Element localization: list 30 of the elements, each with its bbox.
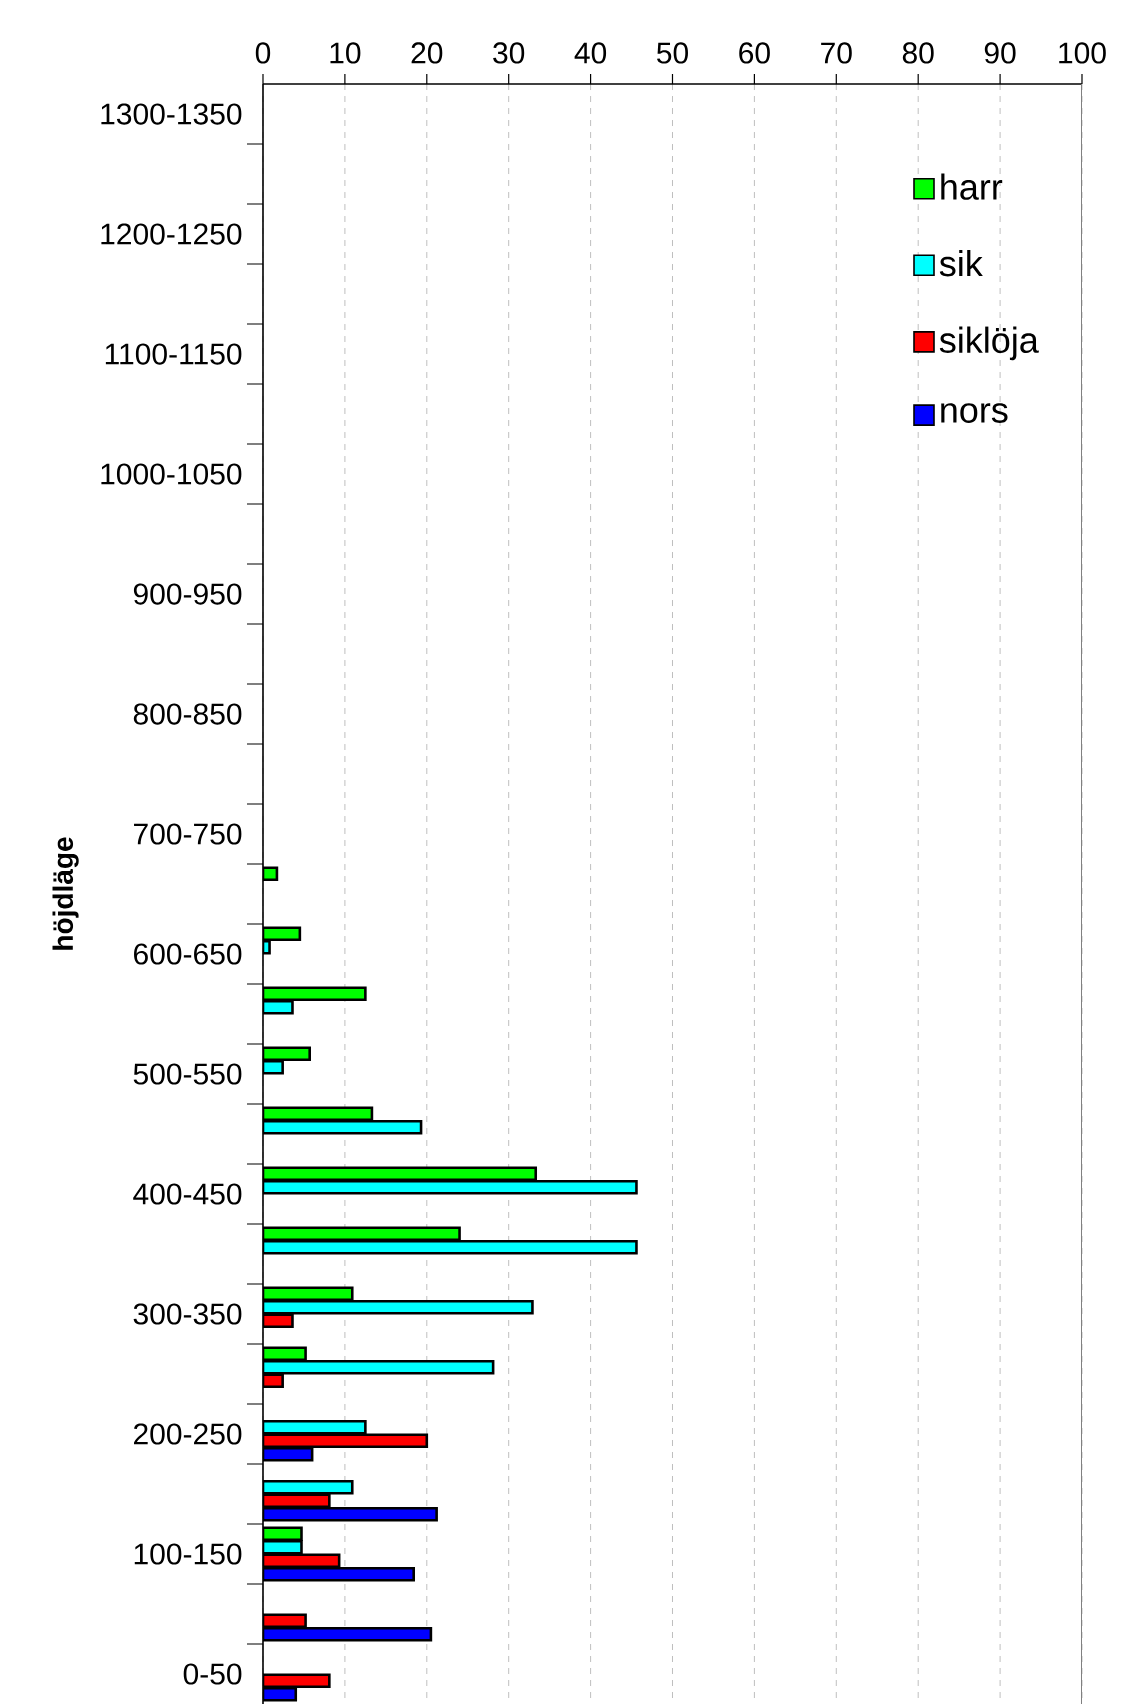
x-tick-label: 100 [1059,42,1106,64]
y-tick-label: 700-750 [134,823,242,845]
y-tick-label: 500-550 [133,1063,242,1085]
y-tick-label: 200-250 [134,1423,242,1445]
y-tick-label: 100-150 [134,1543,242,1565]
legend-label: harr [941,173,1003,200]
x-tick-label: 10 [330,42,361,64]
x-tick-label: 0 [255,42,271,64]
x-tick-label: 60 [739,42,770,64]
y-tick-label: 1000-1050 [101,463,242,485]
y-tick-label: 1200-1250 [101,223,242,245]
y-tick-label: 900-950 [133,583,242,605]
y-axis-title: höjdläge [52,837,79,950]
y-tick-label: 1100-1150 [105,343,242,365]
y-tick-label: 300-350 [133,1303,242,1325]
y-tick-label: 800-850 [133,703,242,725]
y-tick-label: 1300-1350 [101,103,242,125]
y-tick-label: 0-50 [183,1663,242,1685]
legend-label: sik [939,249,983,277]
legend-label: siklöja [939,326,1039,361]
x-tick-label: 90 [984,42,1016,64]
x-tick-label: 20 [411,42,443,64]
x-tick-label: 80 [902,42,934,64]
x-tick-label: 70 [821,42,852,64]
x-tick-label: 40 [574,42,607,64]
y-tick-label: 400-450 [133,1183,242,1205]
x-tick-label: 30 [493,42,525,64]
x-tick-label: 50 [657,42,688,64]
y-tick-label: 600-650 [134,943,242,965]
legend-label: nors [941,403,1008,423]
